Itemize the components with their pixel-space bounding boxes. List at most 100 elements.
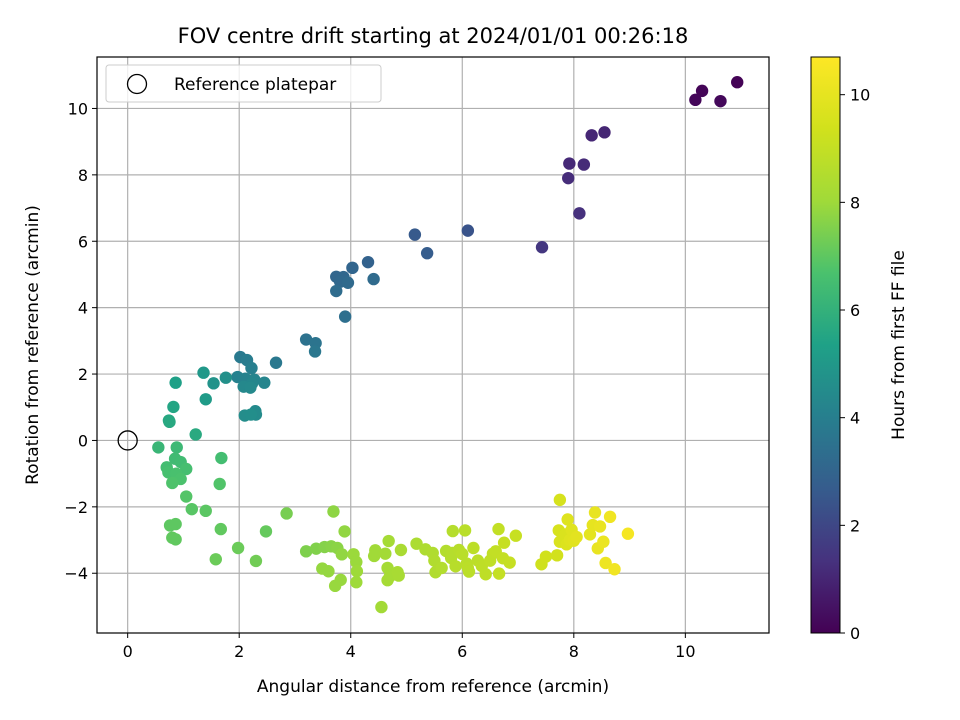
data-point [169,376,182,389]
legend-marker-icon [126,73,148,95]
data-point [462,565,476,578]
colorbar-label: Hours from first FF file [889,250,909,440]
data-point [410,537,423,550]
x-axis: 0 2 4 6 8 10 [123,633,696,661]
data-point [408,228,422,241]
data-point [599,556,612,570]
scatter-points [152,76,744,614]
data-point [335,548,349,561]
colorbar-tick-label: 10 [850,86,870,105]
data-point [446,524,459,538]
data-point [350,576,363,589]
data-point [170,441,183,454]
x-tick-label: 4 [346,642,356,661]
data-point [573,207,586,220]
x-tick-label: 10 [675,642,695,661]
data-point [367,549,381,563]
data-point [562,171,575,185]
data-point [497,536,511,549]
x-tick-label: 2 [234,642,244,661]
data-point [392,569,405,582]
data-point [207,377,220,390]
data-point [503,556,516,569]
data-point [199,393,212,406]
data-point [199,504,212,518]
data-point [259,525,273,538]
data-point [244,408,258,421]
data-point [593,520,607,533]
data-point [458,524,472,537]
colorbar-tick-label: 4 [850,409,860,428]
data-point [461,224,475,237]
plot-frame [96,56,770,634]
data-point [570,530,583,544]
grid [97,57,769,633]
data-point [167,400,180,414]
x-tick-label: 6 [457,642,467,661]
data-point [180,490,193,503]
data-point [597,535,610,548]
data-point [341,276,355,289]
data-point [603,510,617,524]
data-point [169,533,182,546]
data-point [563,157,576,170]
data-point [350,555,363,569]
data-point [689,93,702,107]
data-point [258,376,271,389]
data-point [449,560,462,573]
data-point [180,462,193,476]
data-point [479,568,492,581]
data-point [509,529,523,542]
colorbar: 0 2 4 6 8 10 Hours from first FF file [810,56,909,643]
data-point [249,554,263,568]
data-point [245,361,258,375]
data-point [695,84,709,98]
y-tick-label: 6 [78,232,88,251]
data-point [550,549,564,562]
data-point [456,547,469,561]
data-point [215,451,228,465]
data-point [588,506,602,519]
data-point [327,505,340,518]
data-point [213,477,226,491]
data-point [608,563,621,576]
data-point [350,565,364,578]
data-point [231,541,245,555]
y-tick-label: 4 [78,299,88,318]
colorbar-tick-label: 6 [850,301,860,320]
data-point [166,476,179,490]
x-tick-label: 0 [123,642,133,661]
data-point [420,247,434,260]
data-point [152,441,165,454]
colorbar-gradient [810,56,841,634]
data-point [330,284,343,298]
data-point [382,534,395,548]
colorbar-tick-label: 8 [850,193,860,212]
data-point [308,345,322,358]
colorbar-tick-label: 2 [850,516,860,535]
data-point [209,553,222,566]
legend-label: Reference platepar [174,75,336,95]
y-axis: −4 −2 0 2 4 6 8 10 [64,99,97,583]
data-point [553,493,567,507]
reference-marker-layer [117,430,138,451]
data-point [322,565,335,578]
y-tick-label: 10 [68,99,88,118]
y-tick-label: 2 [78,365,88,384]
data-point [714,94,727,108]
data-point [280,507,293,520]
y-tick-label: 0 [78,431,88,450]
x-axis-label: Angular distance from reference (arcmin) [257,677,609,697]
data-point [435,561,448,575]
data-point [394,543,408,557]
legend-box [105,64,382,103]
data-point [535,241,549,254]
data-point [299,333,313,346]
data-point [299,545,313,558]
data-point [367,272,380,286]
data-point [269,356,283,369]
data-point [189,428,202,441]
colorbar-ticks: 0 2 4 6 8 10 [840,86,870,643]
data-point [361,255,375,269]
